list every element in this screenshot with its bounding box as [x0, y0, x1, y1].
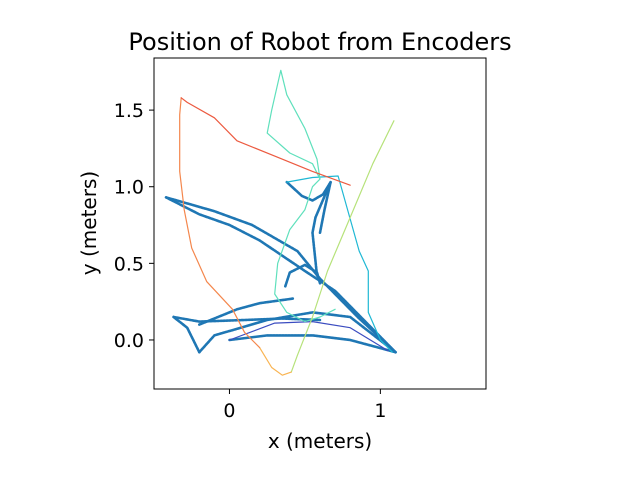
series-3: [266, 69, 336, 323]
series-layer: [164, 69, 397, 376]
series-1-path-0: [228, 321, 389, 352]
series-0-path-5: [164, 196, 397, 354]
series-0-path-4: [198, 297, 295, 326]
series-6-path-0: [179, 97, 261, 349]
y-tick-label: 0.0: [114, 330, 144, 352]
series-0-path-1: [198, 311, 397, 354]
y-tick-label: 1.0: [114, 177, 144, 199]
series-7: [180, 97, 351, 186]
series-0-path-0: [228, 334, 397, 354]
series-0-path-6: [164, 196, 397, 354]
series-2-path-0: [286, 175, 393, 353]
series-0-path-9: [318, 180, 332, 234]
series-4: [290, 120, 395, 373]
series-0-path-2: [172, 315, 201, 354]
y-axis-label: y (meters): [77, 171, 101, 275]
series-4-path-0: [290, 120, 395, 373]
series-6: [179, 97, 261, 349]
series-7-path-0: [180, 97, 351, 186]
x-tick-label: 1: [374, 400, 386, 422]
plot-frame: [153, 57, 487, 390]
series-0-path-3: [172, 315, 322, 323]
x-tick-label: 0: [223, 400, 235, 422]
y-axis-ticks: 0.0 0.5 1.0 1.5: [114, 100, 154, 352]
x-axis-label: x (meters): [268, 429, 372, 453]
series-5-path-0: [259, 347, 292, 376]
series-2: [286, 175, 393, 353]
series-0: [164, 180, 397, 354]
plot-area: [153, 57, 487, 390]
series-0-path-8: [285, 180, 332, 277]
plot-background: [154, 58, 486, 389]
series-5: [259, 347, 292, 376]
y-tick-label: 0.5: [114, 253, 144, 275]
y-tick-label: 1.5: [114, 100, 144, 122]
chart-title: Position of Robot from Encoders: [128, 28, 511, 56]
series-3-path-0: [266, 69, 336, 323]
series-1: [228, 321, 389, 352]
